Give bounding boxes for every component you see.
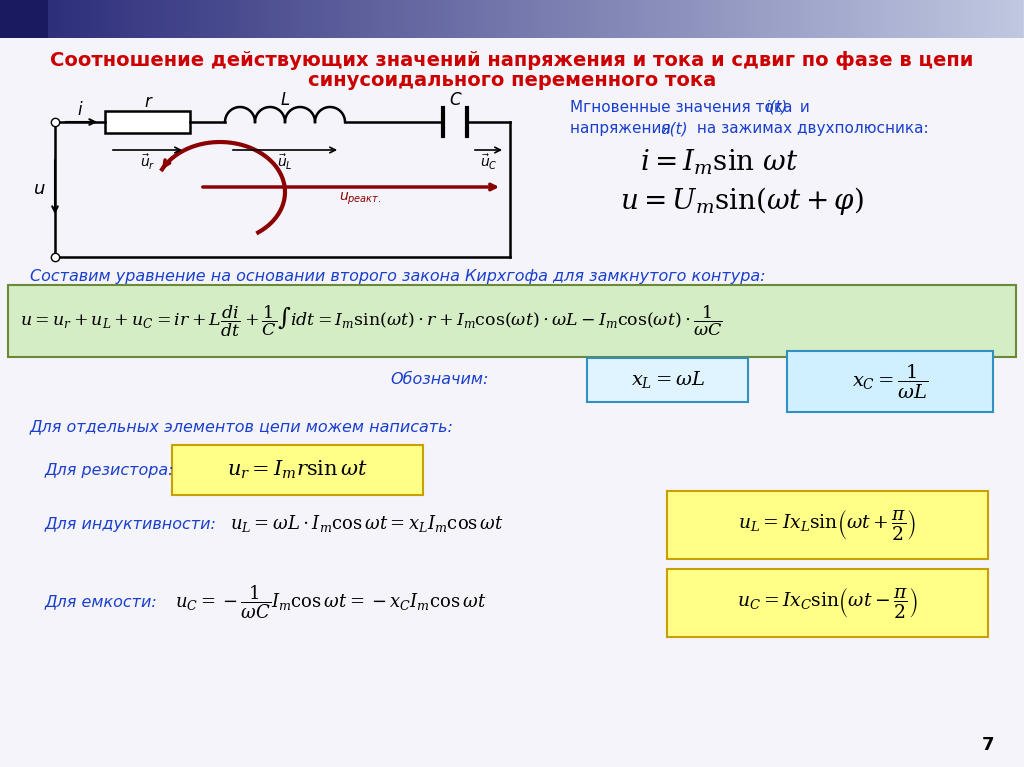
Text: $u = U_m \sin(\omega t + \varphi)$: $u = U_m \sin(\omega t + \varphi)$ (620, 185, 863, 217)
Text: $x_L = \omega L$: $x_L = \omega L$ (631, 370, 705, 390)
Text: Для резистора:: Для резистора: (45, 463, 174, 478)
Text: u(t): u(t) (660, 121, 688, 137)
Text: i: i (78, 101, 82, 119)
Text: L: L (281, 91, 290, 109)
Text: $x_C = \dfrac{1}{\omega L}$: $x_C = \dfrac{1}{\omega L}$ (852, 363, 929, 400)
Text: Для индуктивности:: Для индуктивности: (45, 516, 217, 532)
Text: Для отдельных элементов цепи можем написать:: Для отдельных элементов цепи можем напис… (30, 420, 454, 434)
Text: $u_C = Ix_C \sin\!\left(\omega t - \dfrac{\pi}{2}\right)$: $u_C = Ix_C \sin\!\left(\omega t - \dfra… (736, 584, 918, 620)
FancyBboxPatch shape (587, 358, 748, 402)
FancyBboxPatch shape (105, 111, 190, 133)
Text: 7: 7 (982, 736, 994, 754)
Text: $i = I_m \sin \, \omega t$: $i = I_m \sin \, \omega t$ (640, 147, 799, 176)
Text: $u_L = Ix_L \sin\!\left(\omega t + \dfrac{\pi}{2}\right)$: $u_L = Ix_L \sin\!\left(\omega t + \dfra… (738, 506, 915, 542)
Text: и: и (795, 100, 810, 114)
Text: $u_r = I_m r \sin \omega t$: $u_r = I_m r \sin \omega t$ (226, 459, 368, 481)
FancyBboxPatch shape (172, 445, 423, 495)
Text: C: C (450, 91, 461, 109)
Text: Составим уравнение на основании второго закона Кирхгофа для замкнутого контура:: Составим уравнение на основании второго … (30, 269, 766, 285)
Text: Для емкости:: Для емкости: (45, 594, 158, 610)
Text: $u_L = \omega L \cdot I_m \cos \omega t = x_L I_m \cos \omega t$: $u_L = \omega L \cdot I_m \cos \omega t … (230, 513, 504, 535)
FancyBboxPatch shape (0, 0, 48, 38)
Text: $u_C = -\dfrac{1}{\omega C} I_m \cos \omega t = -x_C I_m \cos \omega t$: $u_C = -\dfrac{1}{\omega C} I_m \cos \om… (175, 583, 486, 621)
FancyBboxPatch shape (667, 569, 988, 637)
Text: $\vec{u}_C$: $\vec{u}_C$ (479, 153, 498, 172)
Text: Соотношение действующих значений напряжения и тока и сдвиг по фазе в цепи: Соотношение действующих значений напряже… (50, 51, 974, 70)
Text: u: u (35, 180, 46, 199)
Text: на зажимах двухполюсника:: на зажимах двухполюсника: (692, 121, 929, 137)
Text: напряжения: напряжения (570, 121, 676, 137)
Text: $u = u_r + u_L + u_C = ir + L\dfrac{di}{dt}+\dfrac{1}{C}\int idt = I_m\sin(\omeg: $u = u_r + u_L + u_C = ir + L\dfrac{di}{… (20, 303, 723, 339)
Text: синусоидального переменного тока: синусоидального переменного тока (308, 71, 716, 90)
FancyBboxPatch shape (667, 491, 988, 559)
FancyBboxPatch shape (0, 38, 1024, 767)
Text: i(t): i(t) (765, 100, 787, 114)
FancyBboxPatch shape (787, 351, 993, 412)
Text: Мгновенные значения тока: Мгновенные значения тока (570, 100, 798, 114)
Text: $\vec{u}_L$: $\vec{u}_L$ (278, 153, 293, 172)
Text: r: r (144, 93, 151, 111)
Text: $\vec{u}_r$: $\vec{u}_r$ (139, 153, 156, 172)
FancyBboxPatch shape (8, 285, 1016, 357)
Text: $u_{реакт.}$: $u_{реакт.}$ (339, 191, 381, 207)
Text: Обозначим:: Обозначим: (390, 371, 488, 387)
